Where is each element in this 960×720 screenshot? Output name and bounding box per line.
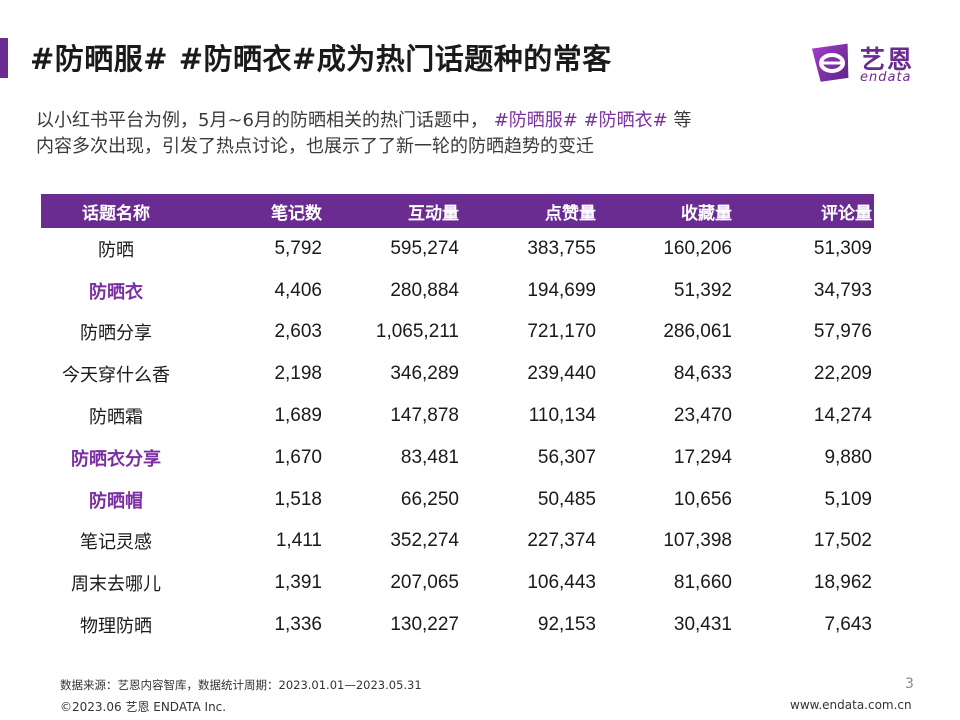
- interactions-cell: 207,065: [390, 572, 459, 594]
- likes-cell: 383,755: [527, 237, 596, 259]
- favorites-cell: 17,294: [673, 446, 732, 468]
- favorites-cell: 30,431: [673, 614, 732, 636]
- topic-name-cell: 防晒分享: [80, 323, 152, 345]
- notes-cell: 1,411: [275, 530, 322, 552]
- likes-cell: 56,307: [537, 446, 596, 468]
- likes-cell: 50,485: [537, 488, 596, 510]
- intro-line1-a: 以小红书平台为例，5月~6月的防晒相关的热门话题中，: [36, 110, 488, 131]
- notes-cell: 1,518: [274, 488, 322, 510]
- interactions-cell: 147,878: [390, 405, 459, 427]
- brand-name-cn: 艺恩: [860, 45, 915, 74]
- notes-cell: 5,792: [274, 237, 322, 259]
- topic-name-cell: 防晒: [98, 239, 134, 261]
- notes-cell: 1,391: [274, 572, 322, 594]
- topic-name-cell: 物理防晒: [80, 616, 152, 638]
- comments-cell: 7,643: [824, 614, 872, 636]
- table-header-row: 话题名称 笔记数 互动量 点赞量 收藏量 评论量: [41, 194, 874, 228]
- likes-cell: 92,153: [537, 614, 596, 636]
- favorites-cell: 51,392: [673, 279, 732, 301]
- favorites-cell: 84,633: [673, 363, 732, 385]
- col-header-interactions: 互动量: [408, 203, 459, 224]
- table-row: 周末去哪儿 1,391 207,065 106,443 81,660 18,962: [41, 562, 874, 604]
- notes-cell: 4,406: [274, 279, 322, 301]
- intro-hashtags: #防晒服# #防晒衣#: [493, 110, 668, 131]
- interactions-cell: 346,289: [390, 363, 459, 385]
- interactions-cell: 83,481: [400, 446, 459, 468]
- title-accent-bar: [0, 38, 8, 78]
- likes-cell: 106,443: [527, 572, 596, 594]
- table-row: 防晒帽 1,518 66,250 50,485 10,656 5,109: [41, 479, 874, 521]
- intro-line-2: 内容多次出现，引发了热点讨论，也展示了了新一轮的防晒趋势的变迁: [36, 136, 594, 157]
- comments-cell: 34,793: [813, 279, 872, 301]
- favorites-cell: 107,398: [663, 530, 732, 552]
- table-row: 防晒霜 1,689 147,878 110,134 23,470 14,274: [41, 395, 874, 437]
- col-header-topic: 话题名称: [82, 203, 150, 224]
- likes-cell: 110,134: [528, 405, 596, 427]
- favorites-cell: 286,061: [663, 321, 732, 343]
- comments-cell: 57,976: [813, 321, 872, 343]
- topic-name-cell: 笔记灵感: [80, 532, 152, 554]
- interactions-cell: 595,274: [390, 237, 459, 259]
- favorites-cell: 10,656: [673, 488, 732, 510]
- table-row: 今天穿什么香 2,198 346,289 239,440 84,633 22,209: [41, 353, 874, 395]
- likes-cell: 239,440: [527, 363, 596, 385]
- intro-line-1: 以小红书平台为例，5月~6月的防晒相关的热门话题中， #防晒服# #防晒衣# 等: [36, 108, 796, 134]
- topic-name-cell: 今天穿什么香: [62, 365, 170, 387]
- comments-cell: 22,209: [813, 363, 872, 385]
- col-header-notes: 笔记数: [271, 203, 322, 224]
- comments-cell: 5,109: [824, 488, 872, 510]
- copyright: ©2023.06 艺恩 ENDATA Inc.: [60, 700, 227, 714]
- table-row: 防晒衣分享 1,670 83,481 56,307 17,294 9,880: [41, 437, 874, 479]
- page-title: #防晒服# #防晒衣#成为热门话题种的常客: [30, 42, 612, 76]
- notes-cell: 2,198: [274, 363, 322, 385]
- table-row: 笔记灵感 1,411 352,274 227,374 107,398 17,502: [41, 521, 874, 563]
- topic-name-cell: 防晒衣: [89, 281, 143, 303]
- favorites-cell: 160,206: [663, 237, 732, 259]
- topics-table: 话题名称 笔记数 互动量 点赞量 收藏量 评论量 防晒 5,792 595,274 3…: [41, 194, 874, 646]
- website-url: www.endata.com.cn: [790, 698, 912, 712]
- favorites-cell: 81,660: [673, 572, 732, 594]
- col-header-favorites: 收藏量: [681, 203, 732, 224]
- page-number: 3: [905, 676, 914, 692]
- brand-name-en: endata: [860, 70, 912, 85]
- data-source-note: 数据来源：艺恩内容智库，数据统计周期：2023.01.01—2023.05.31: [60, 678, 422, 692]
- comments-cell: 18,962: [813, 572, 872, 594]
- comments-cell: 9,880: [824, 446, 872, 468]
- intro-text: 以小红书平台为例，5月~6月的防晒相关的热门话题中， #防晒服# #防晒衣# 等…: [36, 108, 796, 160]
- favorites-cell: 23,470: [673, 405, 732, 427]
- table-row: 防晒衣 4,406 280,884 194,699 51,392 34,793: [41, 270, 874, 312]
- notes-cell: 2,603: [274, 321, 322, 343]
- interactions-cell: 130,227: [390, 614, 459, 636]
- comments-cell: 51,309: [813, 237, 872, 259]
- interactions-cell: 280,884: [390, 279, 459, 301]
- interactions-cell: 1,065,211: [375, 321, 459, 343]
- notes-cell: 1,689: [274, 405, 322, 427]
- interactions-cell: 352,274: [390, 530, 459, 552]
- notes-cell: 1,336: [274, 614, 322, 636]
- brand-logo: 艺恩 endata: [808, 40, 928, 86]
- comments-cell: 17,502: [813, 530, 872, 552]
- table-row: 防晒分享 2,603 1,065,211 721,170 286,061 57,976: [41, 312, 874, 354]
- topic-name-cell: 防晒帽: [89, 490, 143, 512]
- endata-logo-icon: [811, 43, 849, 82]
- topic-name-cell: 防晒衣分享: [71, 448, 161, 470]
- table-row: 防晒 5,792 595,274 383,755 160,206 51,309: [41, 228, 874, 270]
- notes-cell: 1,670: [274, 446, 322, 468]
- likes-cell: 194,699: [527, 279, 596, 301]
- topic-name-cell: 防晒霜: [89, 407, 143, 429]
- likes-cell: 721,170: [527, 321, 596, 343]
- likes-cell: 227,374: [527, 530, 596, 552]
- comments-cell: 14,274: [813, 405, 872, 427]
- interactions-cell: 66,250: [400, 488, 459, 510]
- topic-name-cell: 周末去哪儿: [71, 574, 161, 596]
- col-header-likes: 点赞量: [545, 203, 596, 224]
- table-row: 物理防晒 1,336 130,227 92,153 30,431 7,643: [41, 604, 874, 646]
- col-header-comments: 评论量: [821, 203, 872, 224]
- intro-line1-b: 等: [673, 110, 692, 131]
- table-body: 防晒 5,792 595,274 383,755 160,206 51,309 防晒衣 4,4…: [41, 228, 874, 646]
